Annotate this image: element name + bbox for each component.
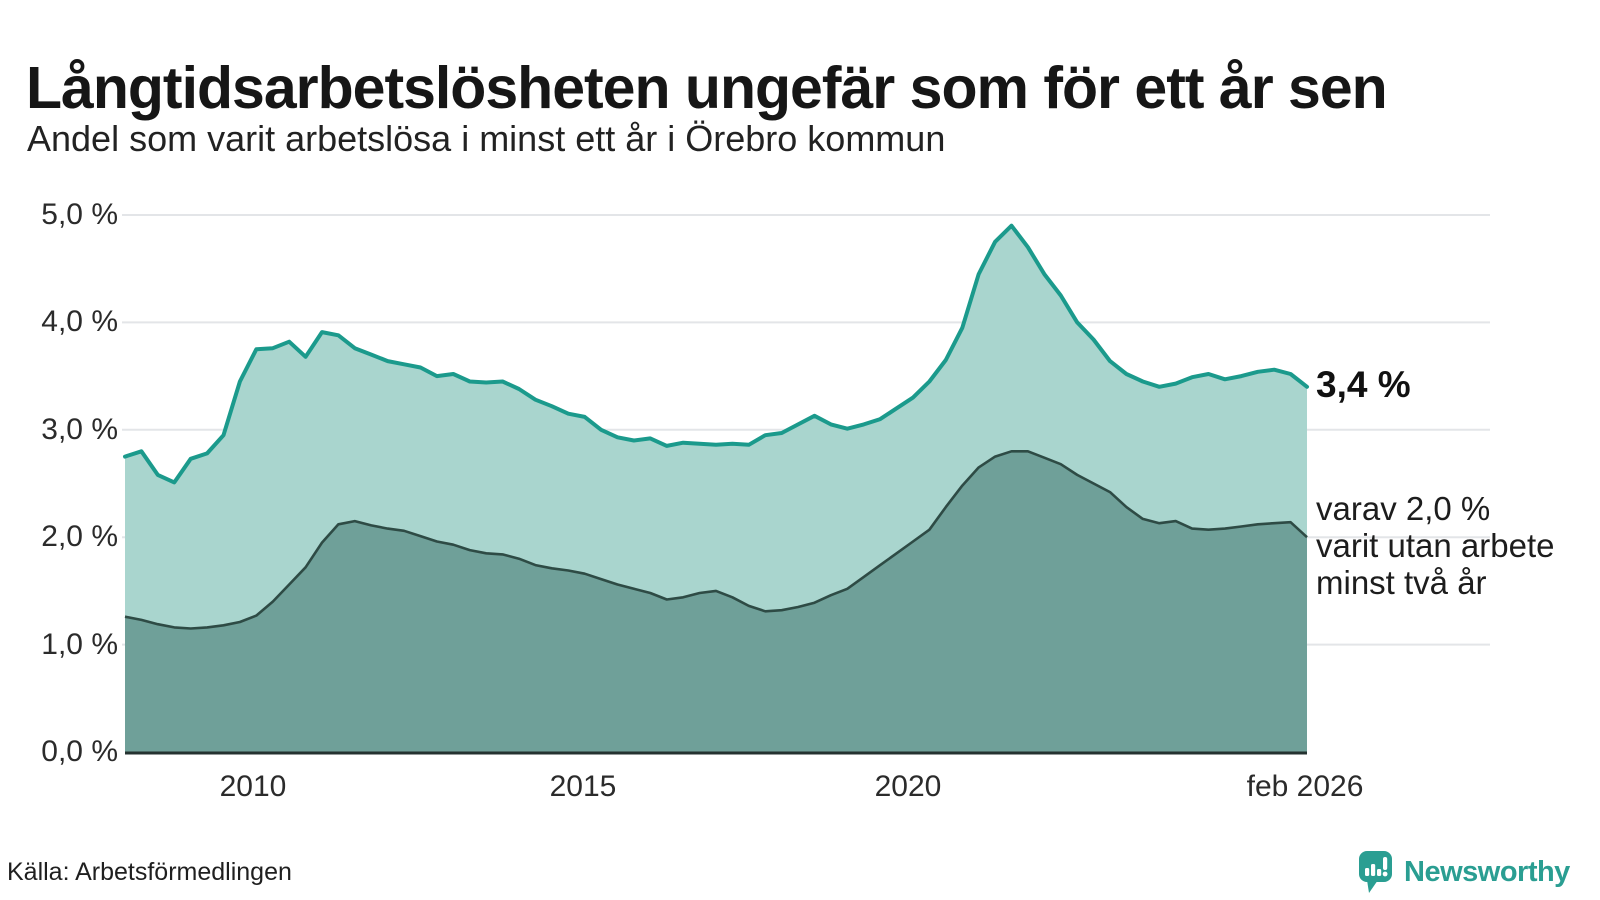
- newsworthy-bubble-icon: [1359, 851, 1392, 893]
- x-tick-feb2026: feb 2026: [1246, 770, 1364, 803]
- x-tick-2015: 2015: [549, 770, 617, 803]
- y-tick-2: 2,0 %: [41, 520, 118, 553]
- chart-subtitle: Andel som varit arbetslösa i minst ett å…: [27, 118, 946, 159]
- two-year-annotation: varav 2,0 % varit utan arbete minst två …: [1316, 490, 1596, 601]
- two-year-annotation-line3: minst två år: [1316, 564, 1487, 601]
- y-tick-3: 3,0 %: [41, 413, 118, 446]
- x-tick-2010: 2010: [219, 770, 287, 803]
- y-tick-5: 5,0 %: [41, 198, 118, 231]
- page-title: Långtidsarbetslösheten ungefär som för e…: [26, 54, 1388, 121]
- y-tick-0: 0,0 %: [41, 735, 118, 768]
- y-tick-4: 4,0 %: [41, 305, 118, 338]
- two-year-annotation-line2: varit utan arbete: [1316, 527, 1555, 564]
- two-year-annotation-line1: varav 2,0 %: [1316, 490, 1491, 527]
- x-tick-2020: 2020: [874, 770, 942, 803]
- y-tick-1: 1,0 %: [41, 628, 118, 661]
- latest-value-label: 3,4 %: [1316, 364, 1411, 405]
- newsworthy-logo: Newsworthy: [1358, 850, 1570, 894]
- source-credit: Källa: Arbetsförmedlingen: [7, 858, 292, 886]
- newsworthy-wordmark: Newsworthy: [1404, 855, 1570, 888]
